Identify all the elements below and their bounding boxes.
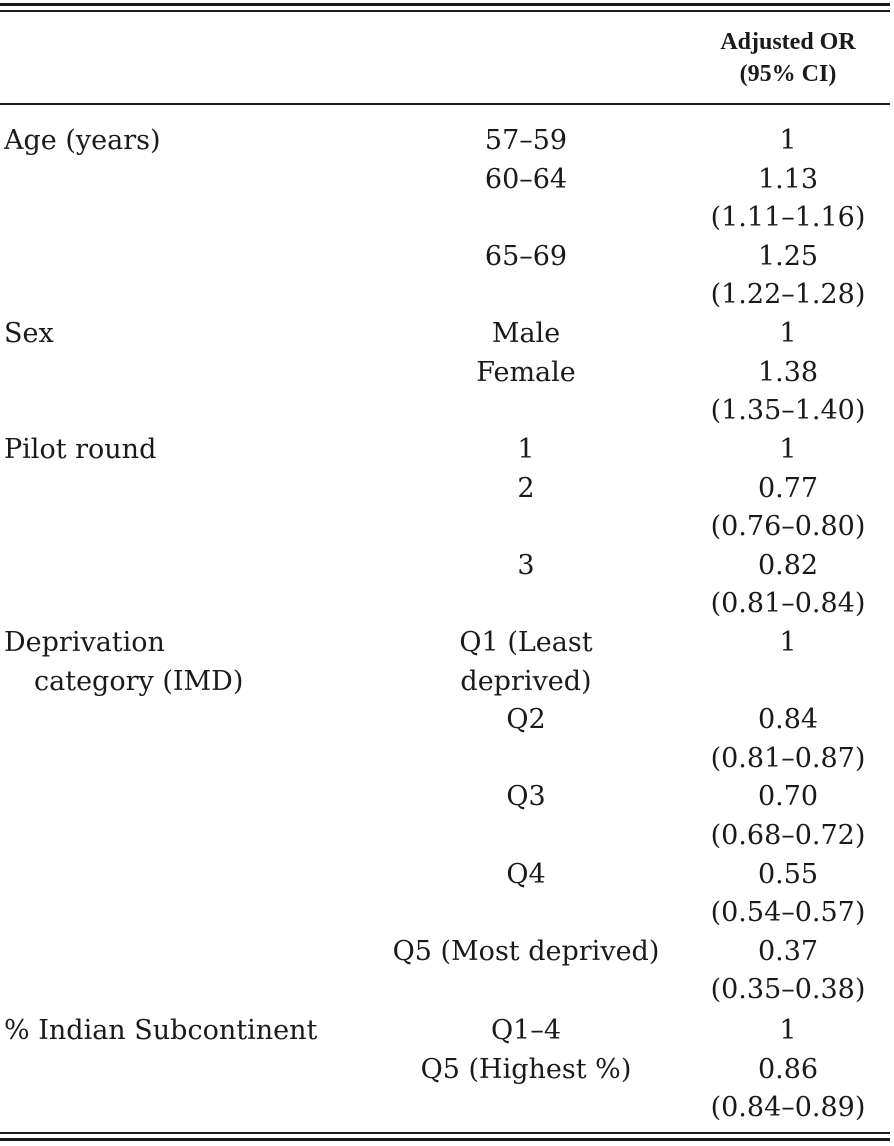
table-row: Pilot round 1 1 (0, 431, 890, 470)
or-value: 1 (779, 318, 797, 349)
table-row: Age (years) 57–59 1 (0, 122, 890, 161)
table-row: 2 0.77 (0.76–0.80) (0, 470, 890, 547)
ci-value: (0.35–0.38) (710, 974, 866, 1006)
level-label: Q5 (Most deprived) (392, 935, 660, 967)
level-label: 1 (517, 434, 535, 465)
table-row: 65–69 1.25 (1.22–1.28) (0, 238, 890, 315)
ci-value: (1.22–1.28) (710, 279, 866, 311)
level-label: Male (491, 318, 561, 349)
table-row: Sex Male 1 (0, 315, 890, 354)
or-value: 0.55 (757, 858, 819, 890)
or-value: 1 (779, 434, 797, 465)
or-value: 1 (779, 1015, 797, 1046)
table-row: Q5 (Most deprived) 0.37 (0.35–0.38) (0, 933, 890, 1010)
bottom-rule-thin (0, 1132, 890, 1134)
group-indian-subcontinent: % Indian Subcontinent Q1–4 1 Q5 (Highest… (0, 1012, 890, 1128)
or-value: 0.70 (757, 781, 819, 813)
category-label: % Indian Subcontinent (4, 1015, 318, 1046)
level-label: Q4 (506, 858, 546, 890)
header-rule (0, 103, 890, 105)
or-value: 1.38 (757, 356, 819, 388)
bottom-rule-thick (0, 1138, 890, 1141)
ci-value: (1.35–1.40) (710, 395, 866, 427)
or-value: 1 (779, 627, 797, 658)
ci-value: (0.68–0.72) (710, 819, 866, 851)
top-rule-thick (0, 3, 890, 6)
level-label: Q2 (506, 704, 546, 736)
table-row: Q2 0.84 (0.81–0.87) (0, 701, 890, 778)
category-label: Deprivation (4, 627, 165, 658)
table-row: Q5 (Highest %) 0.86 (0.84–0.89) (0, 1051, 890, 1128)
ci-value: (0.76–0.80) (710, 511, 866, 543)
level-label: Q5 (Highest %) (420, 1053, 632, 1085)
header-line-1: Adjusted OR (720, 29, 856, 55)
or-value: 1.13 (757, 163, 819, 195)
category-label: Pilot round (4, 434, 157, 465)
level-label: Female (476, 356, 576, 388)
table-row: 60–64 1.13 (1.11–1.16) (0, 161, 890, 238)
or-value: 0.86 (757, 1053, 819, 1085)
level-label-line-2: deprived) (460, 665, 592, 697)
category-label-line-2: category (IMD) (34, 665, 244, 697)
ci-value: (0.81–0.87) (710, 742, 866, 774)
table-row: Q4 0.55 (0.54–0.57) (0, 856, 890, 933)
ci-value: (0.81–0.84) (710, 588, 866, 620)
table-row: 3 0.82 (0.81–0.84) (0, 547, 890, 624)
level-label: 2 (517, 472, 535, 504)
table-row: Female 1.38 (1.35–1.40) (0, 354, 890, 431)
level-label: 3 (517, 549, 535, 581)
ci-value: (0.84–0.89) (710, 1092, 866, 1124)
or-value: 0.84 (757, 704, 819, 736)
group-pilot-round: Pilot round 1 1 2 0.77 (0.76–0.80) 3 0.8… (0, 431, 890, 624)
table-row: Q3 0.70 (0.68–0.72) (0, 778, 890, 855)
or-value: 0.82 (757, 549, 819, 581)
category-label: Age (years) (4, 125, 161, 156)
header-line-2: (95% CI) (739, 61, 837, 87)
group-age: Age (years) 57–59 1 60–64 1.13 (1.11–1.1… (0, 122, 890, 315)
ci-value: (1.11–1.16) (710, 202, 866, 234)
or-value: 1.25 (757, 240, 819, 272)
or-value: 0.77 (757, 472, 819, 504)
table-row: % Indian Subcontinent Q1–4 1 (0, 1012, 890, 1051)
or-value: 1 (779, 125, 797, 156)
group-deprivation: Deprivation category (IMD) Q1 (Least dep… (0, 624, 890, 1010)
level-label: 65–69 (484, 240, 568, 272)
table-row: Deprivation category (IMD) Q1 (Least dep… (0, 624, 890, 701)
level-label: Q3 (506, 781, 546, 813)
level-label: 57–59 (484, 125, 568, 156)
ci-value: (0.54–0.57) (710, 897, 866, 929)
category-label: Sex (4, 318, 54, 349)
or-value: 0.37 (757, 935, 819, 967)
group-sex: Sex Male 1 Female 1.38 (1.35–1.40) (0, 315, 890, 431)
level-label: 60–64 (484, 163, 568, 195)
level-label: Q1 (Least (459, 627, 593, 658)
top-rule-thin (0, 10, 890, 12)
column-header-adjusted-or: Adjusted OR (95% CI) (692, 26, 884, 90)
level-label: Q1–4 (491, 1015, 561, 1046)
